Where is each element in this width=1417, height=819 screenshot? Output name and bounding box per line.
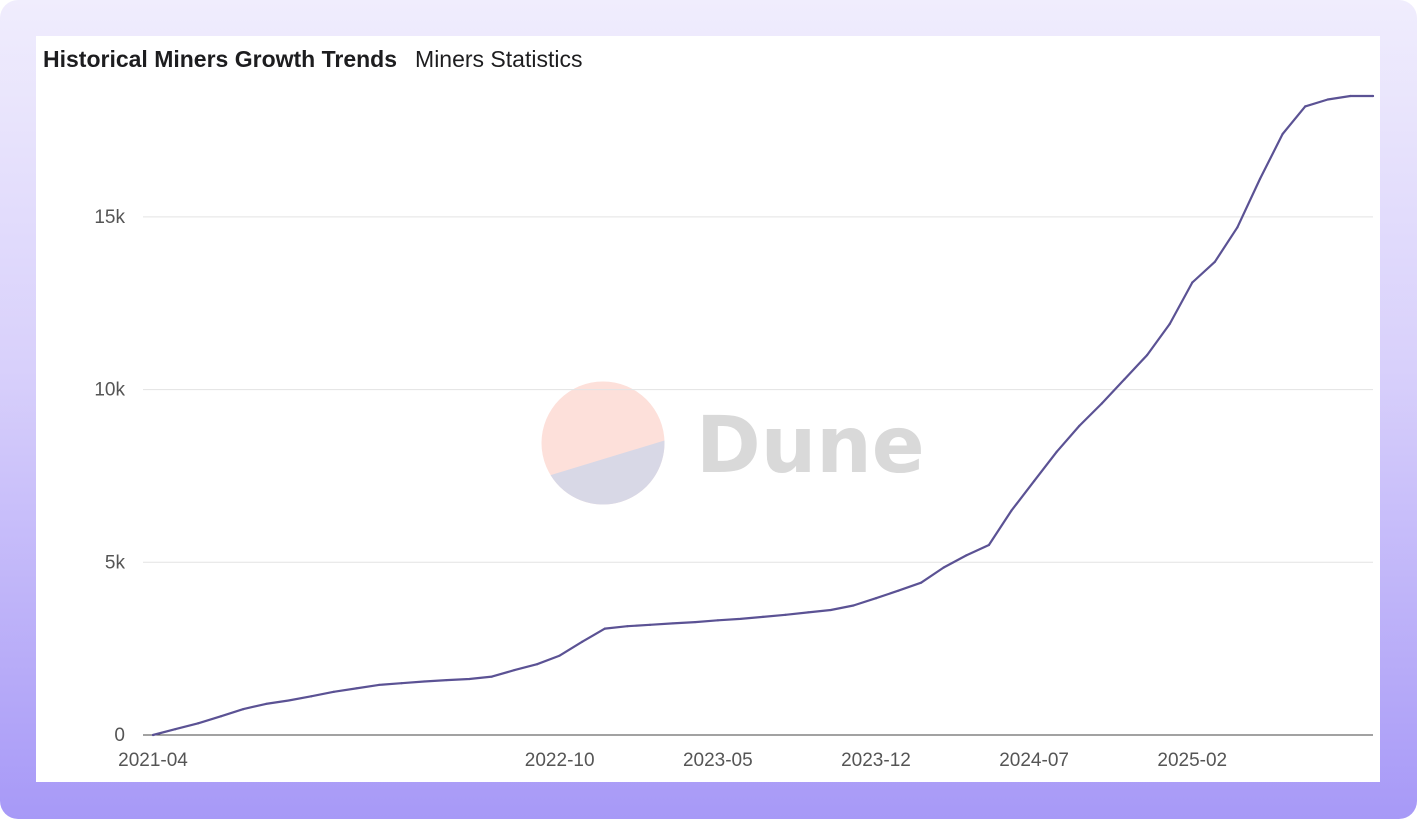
- data-point: [1010, 509, 1013, 512]
- dune-watermark: Dune: [541, 381, 925, 505]
- watermark-text: Dune: [696, 401, 925, 491]
- data-point: [874, 597, 878, 600]
- data-point: [1281, 132, 1284, 136]
- data-point: [355, 687, 358, 690]
- data-point: [965, 554, 968, 557]
- data-point: [1326, 98, 1329, 101]
- chart-title: Historical Miners Growth Trends: [43, 45, 398, 72]
- data-point: [558, 654, 561, 657]
- x-tick-label: 2021-04: [118, 750, 188, 771]
- data-point: [1055, 450, 1058, 453]
- data-point: [942, 566, 945, 569]
- data-point: [1191, 281, 1194, 284]
- data-point: [310, 695, 313, 698]
- data-point: [197, 722, 200, 725]
- data-point: [920, 581, 923, 584]
- data-point: [1371, 94, 1375, 98]
- data-point: [535, 663, 539, 666]
- x-tick-label: 2023-05: [683, 750, 753, 771]
- y-axis-labels: 0 5k 10k 15k: [94, 207, 125, 746]
- data-point: [897, 589, 900, 592]
- data-point: [1100, 402, 1103, 405]
- data-point: [445, 678, 448, 682]
- data-point: [151, 733, 155, 737]
- x-tick-label: 2024-07: [999, 750, 1069, 771]
- data-point: [829, 608, 832, 612]
- chart-subtitle: Miners Statistics: [415, 45, 583, 72]
- data-point: [784, 613, 787, 616]
- data-point: [219, 715, 222, 718]
- x-tick-label: 2025-02: [1157, 750, 1227, 771]
- data-point: [694, 620, 697, 624]
- data-point: [423, 680, 426, 683]
- y-tick-label: 15k: [94, 207, 125, 228]
- y-tick-label: 0: [114, 725, 125, 746]
- watermark-logo-bottom: [550, 440, 665, 505]
- line-chart: Dune 0 5k 10k 15k 2021-04 2022-10 2023-05 2023…: [94, 94, 1375, 771]
- data-point: [1213, 260, 1216, 263]
- x-axis-labels: 2021-04 2022-10 2023-05 2023-12 2024-07 2025-…: [118, 750, 1227, 771]
- data-point: [490, 675, 493, 678]
- data-point: [1123, 378, 1126, 381]
- series-points: [151, 94, 1375, 737]
- data-point: [603, 627, 606, 630]
- data-point: [1145, 353, 1149, 357]
- y-tick-label: 10k: [94, 380, 125, 401]
- data-point: [332, 690, 335, 693]
- data-point: [581, 640, 584, 643]
- data-point: [987, 543, 991, 547]
- data-point: [852, 604, 855, 607]
- x-tick-label: 2023-12: [841, 750, 911, 771]
- data-point: [1033, 480, 1036, 483]
- data-point: [626, 625, 629, 628]
- data-point: [264, 702, 268, 706]
- data-point: [1304, 105, 1307, 108]
- data-point: [648, 623, 652, 626]
- data-point: [1168, 322, 1171, 326]
- data-point: [468, 677, 471, 681]
- chart-header: Historical Miners Growth Trends Miners S…: [43, 44, 582, 74]
- x-tick-label: 2022-10: [525, 750, 595, 771]
- data-point: [242, 707, 245, 711]
- y-tick-label: 5k: [105, 552, 126, 573]
- data-point: [671, 622, 674, 625]
- data-point: [513, 668, 516, 672]
- data-point: [377, 683, 381, 687]
- data-point: [739, 617, 742, 621]
- grid-lines: [143, 216, 1373, 563]
- data-point: [1258, 177, 1262, 180]
- data-point: [400, 682, 403, 685]
- data-point: [761, 615, 765, 618]
- data-point: [1236, 226, 1239, 229]
- data-point: [1349, 94, 1352, 98]
- data-point: [287, 699, 290, 702]
- data-point: [807, 611, 810, 614]
- chart-card: Historical Miners Growth Trends Miners S…: [36, 36, 1380, 782]
- data-point: [1078, 424, 1081, 427]
- data-point: [174, 728, 177, 731]
- data-point: [716, 619, 719, 622]
